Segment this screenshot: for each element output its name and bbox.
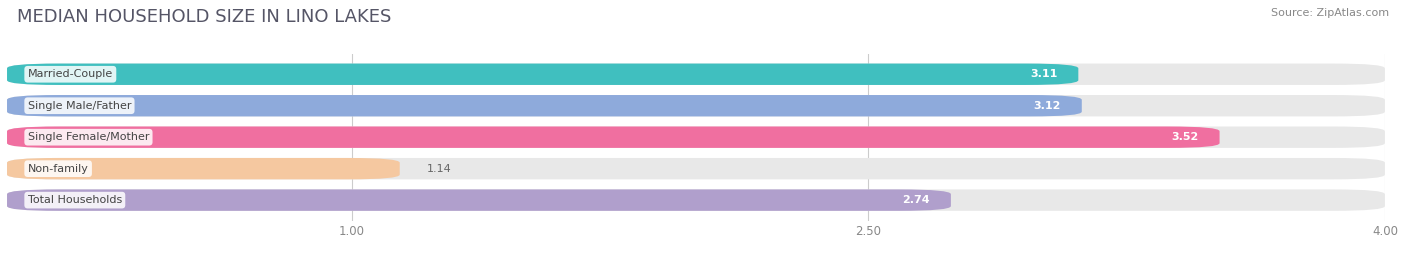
FancyBboxPatch shape [7, 126, 1385, 148]
Text: Source: ZipAtlas.com: Source: ZipAtlas.com [1271, 8, 1389, 18]
Text: Single Female/Mother: Single Female/Mother [28, 132, 149, 142]
FancyBboxPatch shape [7, 95, 1385, 116]
FancyBboxPatch shape [7, 63, 1385, 85]
Text: Married-Couple: Married-Couple [28, 69, 112, 79]
Text: 3.12: 3.12 [1033, 101, 1062, 111]
Text: MEDIAN HOUSEHOLD SIZE IN LINO LAKES: MEDIAN HOUSEHOLD SIZE IN LINO LAKES [17, 8, 391, 26]
FancyBboxPatch shape [7, 95, 1081, 116]
Text: Total Households: Total Households [28, 195, 122, 205]
Text: 1.14: 1.14 [427, 164, 453, 174]
FancyBboxPatch shape [7, 126, 1219, 148]
Text: Single Male/Father: Single Male/Father [28, 101, 131, 111]
FancyBboxPatch shape [7, 158, 399, 179]
FancyBboxPatch shape [7, 189, 1385, 211]
Text: Non-family: Non-family [28, 164, 89, 174]
FancyBboxPatch shape [7, 63, 1078, 85]
FancyBboxPatch shape [7, 189, 950, 211]
Text: 2.74: 2.74 [903, 195, 931, 205]
FancyBboxPatch shape [7, 158, 1385, 179]
Text: 3.52: 3.52 [1171, 132, 1199, 142]
Text: 3.11: 3.11 [1031, 69, 1057, 79]
